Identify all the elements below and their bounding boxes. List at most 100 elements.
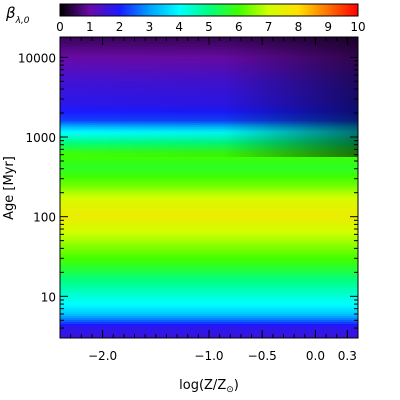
y-tick-label: 10000 <box>18 51 56 65</box>
heatmap-band <box>60 213 358 217</box>
colorbar-tick-label: 2 <box>116 20 124 34</box>
y-axis-label: Age [Myr] <box>2 156 17 220</box>
x-tick-label: −2.0 <box>88 349 117 363</box>
colorbar-ticks: 0 1 2 3 4 5 6 7 8 9 10 <box>56 20 365 34</box>
heatmap-band <box>60 157 358 161</box>
heatmap-band <box>60 253 358 257</box>
heatmap-band <box>60 187 358 191</box>
y-tick-label: 100 <box>33 211 56 225</box>
x-tick-label: 0.0 <box>306 349 325 363</box>
heatmap-band <box>60 279 358 283</box>
heatmap-band <box>60 325 358 329</box>
heatmap-band <box>60 243 358 247</box>
colorbar-tick-label: 5 <box>205 20 213 34</box>
heatmap-band <box>60 309 358 313</box>
y-axis-label-unit: Myr <box>2 161 17 186</box>
heatmap-band <box>60 239 358 243</box>
colorbar-tick-label: 3 <box>146 20 154 34</box>
heatmap-band <box>60 241 358 245</box>
heatmap-band <box>60 225 358 229</box>
heatmap-band <box>60 223 358 227</box>
heatmap-band <box>60 227 358 231</box>
heatmap <box>60 37 358 338</box>
y-axis-ticks: 10 100 1000 10000 <box>18 51 358 339</box>
heatmap-band <box>60 265 358 269</box>
heatmap-band <box>60 173 358 177</box>
x-axis-label: log(Z/Z⊙) <box>179 378 239 395</box>
heatmap-band <box>60 237 358 241</box>
colorbar-tick-label: 4 <box>175 20 183 34</box>
heatmap-band <box>60 283 358 287</box>
heatmap-band <box>60 259 358 263</box>
x-axis-ticks: −2.0 −1.0 −0.5 0.0 0.3 <box>70 37 357 363</box>
colorbar-tick-label: 1 <box>86 20 94 34</box>
colorbar-tick-label: 0 <box>56 20 64 34</box>
heatmap-band <box>60 215 358 219</box>
heatmap-band <box>60 267 358 271</box>
heatmap-band <box>60 263 358 267</box>
heatmap-band <box>60 305 358 309</box>
colorbar-scale <box>59 3 359 17</box>
colorbar-tick-label: 8 <box>295 20 303 34</box>
colorbar-tick-label: 10 <box>350 20 365 34</box>
heatmap-band <box>60 311 358 315</box>
heatmap-band <box>60 167 358 171</box>
heatmap-band <box>60 291 358 295</box>
heatmap-band <box>60 255 358 259</box>
heatmap-band <box>60 321 358 325</box>
heatmap-band <box>60 317 358 321</box>
heatmap-band <box>60 249 358 253</box>
heatmap-band <box>60 195 358 199</box>
heatmap-band <box>60 235 358 239</box>
heatmap-band <box>60 247 358 251</box>
heatmap-band <box>60 315 358 319</box>
colorbar-tick-label: 9 <box>324 20 332 34</box>
x-tick-label: −0.5 <box>248 349 277 363</box>
x-axis-label-sun: ⊙ <box>226 385 234 395</box>
heatmap-band <box>60 297 358 301</box>
colorbar-label-symbol: β <box>5 4 16 22</box>
heatmap-band <box>60 161 358 165</box>
heatmap-band <box>60 289 358 293</box>
heatmap-band <box>60 231 358 235</box>
heatmap-band <box>60 327 358 331</box>
y-tick-label: 1000 <box>25 131 56 145</box>
heatmap-band <box>60 221 358 225</box>
heatmap-band <box>60 219 358 223</box>
heatmap-band <box>60 163 358 167</box>
heatmap-band <box>60 181 358 185</box>
y-tick-label: 10 <box>41 290 56 304</box>
heatmap-band <box>60 275 358 279</box>
heatmap-band <box>60 269 358 273</box>
heatmap-band <box>60 257 358 261</box>
heatmap-band <box>60 271 358 275</box>
heatmap-band <box>60 211 358 215</box>
colorbar-tick-label: 7 <box>265 20 273 34</box>
heatmap-band <box>60 189 358 193</box>
heatmap-band <box>60 295 358 299</box>
heatmap-band <box>60 301 358 305</box>
x-axis-label-suffix: ) <box>234 378 239 393</box>
heatmap-band <box>60 209 358 213</box>
colorbar-tick-label: 6 <box>235 20 243 34</box>
heatmap-band <box>60 197 358 201</box>
heatmap-band <box>60 313 358 317</box>
x-tick-label: −1.0 <box>194 349 223 363</box>
heatmap-band <box>60 319 358 323</box>
heatmap-band <box>60 205 358 209</box>
heatmap-band <box>60 323 358 327</box>
heatmap-band <box>60 217 358 221</box>
colorbar-label: βλ,0 <box>5 4 30 26</box>
heatmap-band <box>60 277 358 281</box>
heatmap-band <box>60 179 358 183</box>
heatmap-band <box>60 185 358 189</box>
heatmap-band <box>60 273 358 277</box>
heatmap-band <box>60 177 358 181</box>
x-axis-label-prefix: log(Z/Z <box>179 378 226 393</box>
heatmap-band <box>60 203 358 207</box>
heatmap-band <box>60 285 358 289</box>
x-tick-label: 0.3 <box>338 349 357 363</box>
heatmap-band <box>60 199 358 203</box>
heatmap-band <box>60 245 358 249</box>
